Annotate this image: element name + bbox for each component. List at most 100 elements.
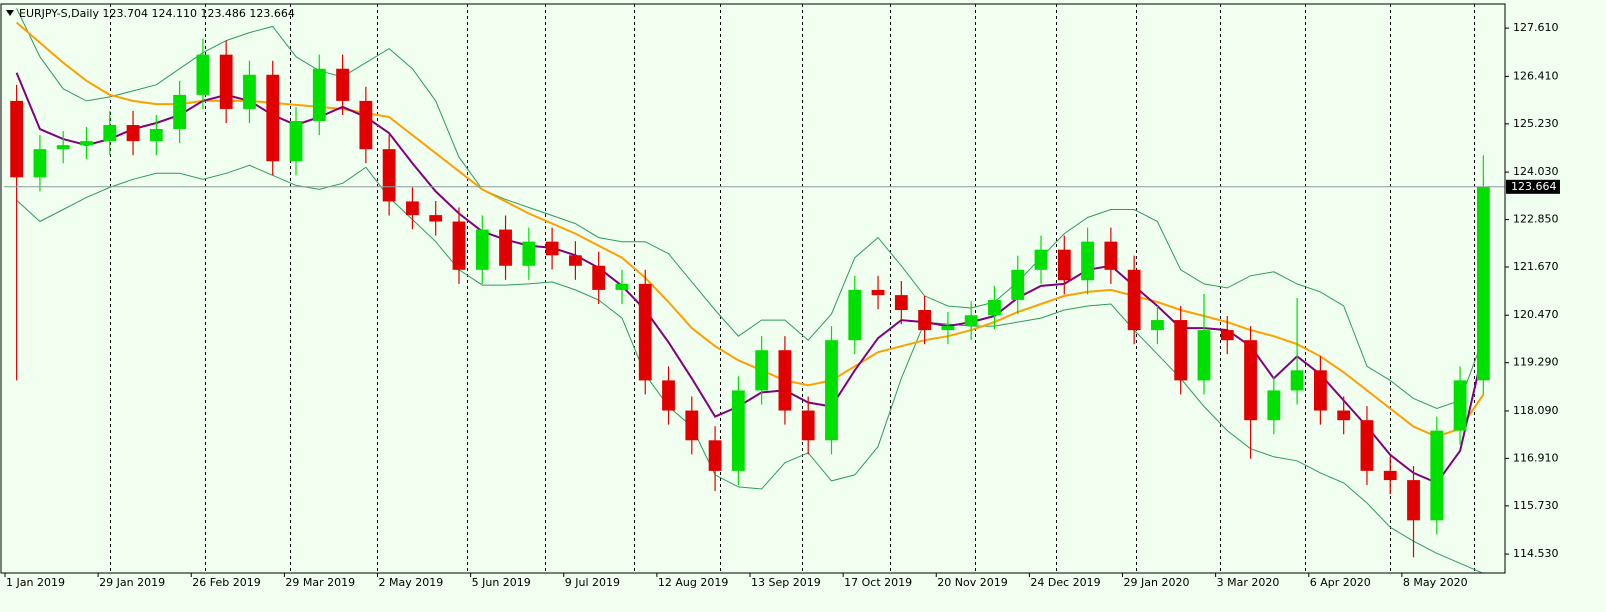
- candle-body: [592, 265, 606, 290]
- candle-body: [1267, 390, 1281, 421]
- candle-body: [1383, 470, 1397, 481]
- candle-body: [1174, 320, 1188, 381]
- y-tick-label: 118.090: [1513, 404, 1559, 417]
- y-tick-label: 125.230: [1513, 117, 1559, 130]
- candle-body: [1453, 380, 1467, 431]
- candle-body: [1034, 249, 1048, 270]
- candle-body: [825, 340, 838, 441]
- y-tick-label: 119.290: [1513, 356, 1559, 369]
- candle-body: [522, 241, 536, 266]
- candle-body: [80, 141, 93, 146]
- candle-body: [848, 289, 862, 341]
- candle-body: [731, 390, 745, 471]
- y-tick-label: 122.850: [1513, 213, 1559, 226]
- y-tick-label: 124.030: [1513, 165, 1559, 178]
- candle-body: [801, 410, 815, 441]
- candle-body: [289, 121, 303, 162]
- candle-body: [243, 74, 256, 109]
- candle-body: [1290, 370, 1304, 391]
- x-tick-label: 12 Aug 2019: [658, 576, 728, 589]
- candle-body: [988, 299, 1001, 316]
- candle-body: [359, 100, 373, 150]
- candle-body: [1244, 340, 1257, 421]
- candle-body: [1360, 420, 1374, 471]
- y-tick-label: 115.730: [1513, 499, 1559, 512]
- candle-body: [219, 54, 233, 109]
- x-tick-label: 29 Jan 2020: [1124, 576, 1190, 589]
- candle-body: [894, 295, 908, 311]
- plot-area: [4, 8, 1505, 573]
- candle-body: [406, 201, 419, 216]
- candle-body: [708, 440, 722, 471]
- candle-body: [336, 68, 349, 101]
- candle-body: [871, 289, 885, 296]
- candle-body: [196, 54, 210, 95]
- x-tick-label: 2 May 2019: [379, 576, 444, 589]
- candle-body: [452, 221, 466, 270]
- y-tick-label: 120.470: [1513, 308, 1559, 321]
- candle-body: [662, 380, 675, 411]
- candle-body: [56, 145, 70, 150]
- candle-body: [638, 283, 652, 381]
- candle-body: [1220, 330, 1234, 341]
- candle-body: [499, 229, 512, 266]
- candle-body: [615, 283, 629, 290]
- indicator-line: [16, 164, 1484, 573]
- candle-body: [149, 129, 163, 142]
- x-tick-label: 17 Oct 2019: [844, 576, 912, 589]
- candle-body: [10, 100, 24, 178]
- candle-body: [1476, 186, 1490, 381]
- indicator-line: [16, 8, 1484, 410]
- chart-title: EURJPY-S,Daily 123.704 124.110 123.486 1…: [19, 7, 295, 20]
- y-tick-label: 114.530: [1513, 547, 1559, 560]
- candle-body: [545, 241, 559, 256]
- candle-body: [1407, 480, 1420, 521]
- x-tick-label: 8 May 2020: [1403, 576, 1468, 589]
- candle-body: [685, 410, 699, 441]
- x-tick-label: 26 Feb 2019: [192, 576, 260, 589]
- x-tick-label: 24 Dec 2019: [1030, 576, 1100, 589]
- candle-body: [941, 326, 955, 331]
- y-tick-label: 127.610: [1513, 21, 1559, 34]
- y-tick-label: 116.910: [1513, 451, 1559, 464]
- x-tick-label: 29 Jan 2019: [99, 576, 165, 589]
- indicator-line: [15, 72, 1485, 485]
- candle-body: [1197, 330, 1211, 381]
- candle-body: [429, 215, 443, 222]
- candle-body: [918, 310, 932, 331]
- candle-body: [126, 125, 140, 142]
- price-label-box: [1506, 179, 1560, 194]
- price-label: 123.664: [1511, 180, 1557, 193]
- candle-body: [1011, 269, 1025, 300]
- candle-body: [1313, 370, 1327, 411]
- candle-body: [103, 125, 117, 142]
- candle-body: [778, 350, 792, 411]
- x-tick-label: 1 Jan 2019: [6, 576, 65, 589]
- menu-arrow[interactable]: [6, 10, 14, 16]
- candle-body: [312, 68, 326, 122]
- x-tick-label: 13 Sep 2019: [751, 576, 821, 589]
- y-tick-label: 121.670: [1513, 260, 1559, 273]
- candle-body: [266, 74, 280, 162]
- candle-body: [382, 149, 396, 202]
- plot-frame: [0, 3, 1506, 574]
- x-tick-label: 5 Jun 2019: [472, 576, 531, 589]
- x-tick-label: 20 Nov 2019: [937, 576, 1007, 589]
- y-tick-label: 126.410: [1513, 69, 1559, 82]
- x-tick-label: 29 Mar 2019: [285, 576, 355, 589]
- candle-body: [1151, 320, 1164, 331]
- candle-body: [755, 350, 769, 391]
- candle-body: [1127, 269, 1141, 331]
- x-tick-label: 3 Mar 2020: [1217, 576, 1280, 589]
- x-tick-label: 9 Jul 2019: [565, 576, 620, 589]
- candle-body: [1057, 249, 1071, 281]
- x-tick-label: 6 Apr 2020: [1310, 576, 1371, 589]
- indicator-line: [15, 21, 1485, 438]
- candle-body: [1337, 410, 1351, 421]
- candle-body: [1430, 430, 1444, 521]
- candle-body: [173, 94, 187, 130]
- candle-body: [475, 229, 489, 270]
- candle-body: [964, 315, 978, 327]
- candle-body: [1104, 241, 1118, 270]
